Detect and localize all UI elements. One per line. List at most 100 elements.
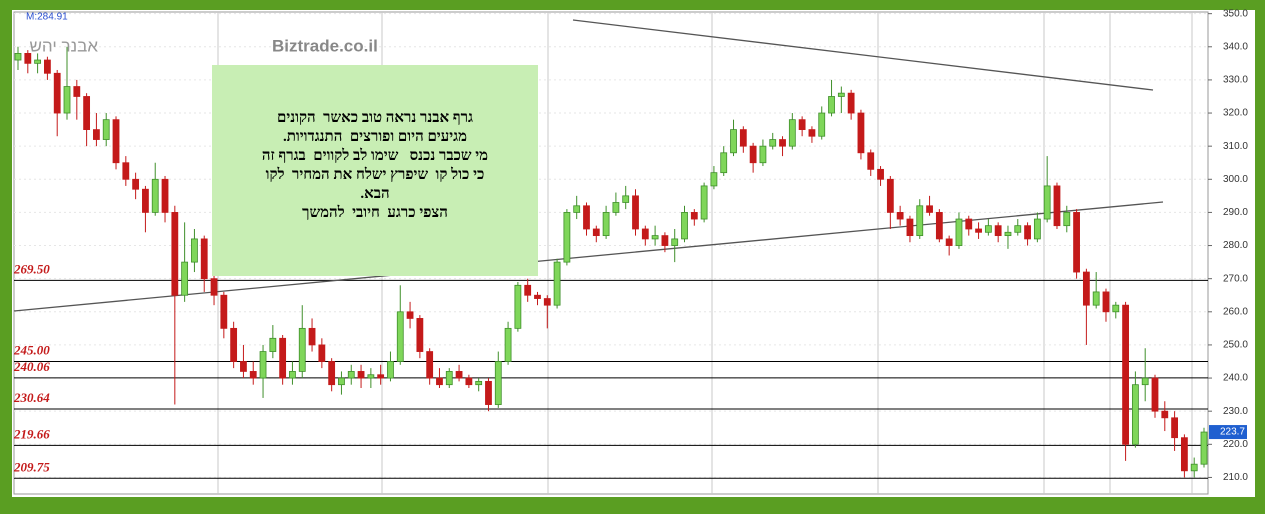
candle-body	[788, 119, 796, 147]
candle-body	[249, 371, 257, 379]
candle-body	[485, 380, 492, 405]
candle-body	[926, 205, 933, 213]
candle-body	[690, 212, 698, 220]
candle-body	[240, 361, 247, 372]
y-tick-label: 270.0	[1223, 273, 1248, 284]
candle-body	[24, 53, 32, 64]
candle-body	[965, 218, 973, 230]
plot-background	[12, 10, 1255, 497]
candle-body	[1161, 410, 1169, 419]
candle-body	[828, 96, 835, 114]
candle-body	[730, 129, 737, 154]
candle-body	[357, 371, 365, 379]
grid	[14, 13, 1208, 478]
y-axis: 210.0 220.0 230.0 240.0 250.0 260.0 270.0 280.0…	[1208, 8, 1248, 483]
candle-body	[367, 374, 375, 379]
candle-body	[543, 298, 551, 306]
y-tick-label: 220.0	[1223, 439, 1248, 450]
candle-body	[1102, 291, 1110, 313]
candle-body	[279, 337, 287, 379]
candle-body	[1004, 231, 1012, 237]
candle-body	[445, 371, 453, 386]
candle-body	[867, 152, 875, 170]
candle-body	[53, 72, 61, 114]
candle-body	[44, 59, 51, 74]
levels: 269.50 245.00 240.06 230.64 219.66 209.75	[13, 261, 1208, 479]
candle-body	[955, 218, 963, 246]
candle-body	[191, 238, 198, 263]
candle-body	[906, 218, 914, 237]
candle-body	[739, 129, 747, 147]
y-tick-label: 310.0	[1223, 141, 1248, 152]
candle-body	[289, 371, 296, 379]
candle-body	[112, 119, 120, 164]
y-tick-label: 330.0	[1223, 75, 1248, 86]
candle-body	[210, 278, 218, 296]
candle-body	[818, 112, 826, 137]
candle-body	[1024, 225, 1031, 240]
candle-body	[181, 261, 189, 296]
candle-body	[14, 53, 22, 61]
candle-body	[935, 212, 943, 240]
y-tick-label: 320.0	[1223, 108, 1248, 119]
candle-body	[1180, 437, 1188, 472]
candle-body	[710, 172, 718, 187]
candle-body	[475, 380, 483, 386]
date-separators	[217, 12, 1193, 494]
candle-body	[93, 129, 100, 140]
level-label: 245.00	[13, 342, 50, 357]
candle-body	[102, 119, 110, 140]
annotation-line: מגיעים היום ופורצים התנגדויות.	[283, 129, 467, 145]
level-label: 219.66	[13, 426, 50, 441]
y-tick-label: 230.0	[1223, 406, 1248, 417]
candle-body	[602, 212, 610, 237]
candle-body	[122, 162, 130, 180]
indicator-label: M:284.91	[26, 12, 68, 23]
candle-body	[259, 351, 267, 379]
candle-body	[847, 92, 855, 114]
candle-body	[808, 129, 816, 137]
candle-body	[347, 371, 355, 379]
candle-body	[132, 178, 140, 190]
candle-body	[1112, 304, 1120, 313]
candle-body	[1073, 212, 1080, 273]
candle-body	[769, 139, 777, 147]
candle-body	[1082, 271, 1090, 306]
annotation-line: מי שכבר נכנס שימו לב לקווים בגרף זה	[261, 148, 489, 164]
candle-body	[896, 212, 904, 220]
candle-body	[338, 377, 345, 386]
watermark: Biztrade.co.il	[272, 36, 378, 55]
candle-body	[142, 188, 149, 213]
candle-body	[455, 371, 463, 379]
candle-body	[416, 318, 424, 352]
candle-body	[622, 195, 630, 203]
candle-body	[583, 205, 590, 230]
candle-body	[406, 311, 414, 319]
candle-body	[661, 235, 669, 246]
candle-body	[700, 185, 708, 220]
candle-body	[837, 92, 845, 97]
candle-body	[877, 168, 884, 180]
y-tick-label: 240.0	[1223, 373, 1248, 384]
candle-body	[504, 327, 512, 362]
candle-body	[945, 238, 953, 246]
candle-body	[612, 202, 620, 213]
candle-body	[230, 327, 238, 362]
candle-body	[563, 212, 571, 263]
candle-body	[720, 152, 728, 174]
candle-body	[298, 327, 306, 372]
candle-body	[200, 238, 208, 280]
symbol: אבנר יהש	[29, 36, 98, 55]
candle-body	[377, 374, 385, 379]
candle-body	[916, 205, 924, 237]
candle-body	[1014, 225, 1022, 233]
level-label: 269.50	[13, 261, 50, 276]
candle-body	[1151, 377, 1159, 412]
candle-body	[465, 377, 473, 386]
candle-body	[1043, 185, 1051, 220]
candle-body	[161, 178, 169, 213]
candle-body	[651, 235, 659, 240]
candle-body	[886, 178, 894, 213]
candle-body	[1092, 291, 1100, 306]
candle-body	[1053, 185, 1061, 227]
